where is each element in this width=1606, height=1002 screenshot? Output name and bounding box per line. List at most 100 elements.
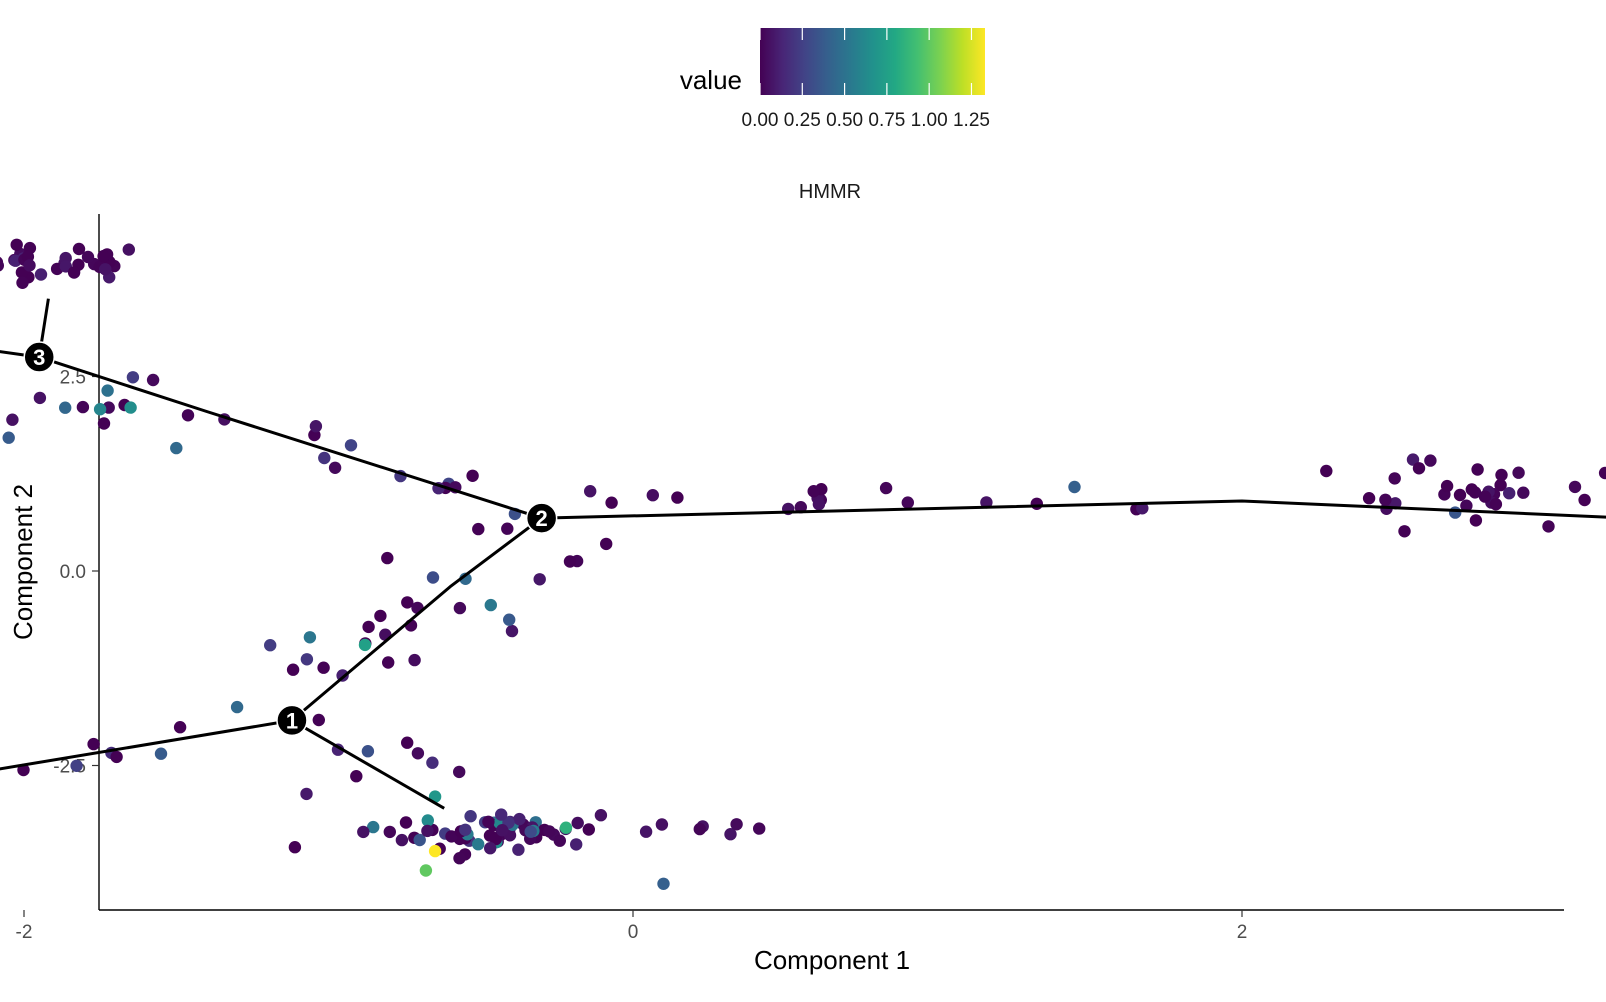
data-point — [72, 242, 86, 256]
legend-colorbar — [760, 28, 985, 95]
data-point — [466, 469, 479, 482]
branch-node-label: 2 — [536, 506, 548, 531]
data-point — [879, 481, 893, 495]
x-tick-label: 0 — [628, 922, 639, 943]
data-point — [70, 759, 83, 772]
data-point — [124, 401, 137, 414]
data-point — [300, 787, 313, 801]
data-point — [328, 461, 342, 474]
data-point — [513, 812, 526, 826]
branch-node-1: 1 — [276, 704, 308, 737]
data-point — [428, 844, 442, 858]
data-point — [154, 747, 168, 760]
legend-title: value — [680, 65, 742, 95]
data-point — [2, 431, 15, 444]
data-point — [1398, 525, 1411, 538]
data-point — [1460, 499, 1473, 512]
data-point — [126, 371, 140, 384]
data-point — [419, 864, 433, 877]
data-point — [76, 400, 90, 414]
trajectory-segment — [291, 516, 543, 722]
data-point — [1465, 483, 1479, 496]
data-point — [1406, 453, 1420, 466]
legend-tick-label: 0.25 — [784, 110, 821, 131]
data-point — [317, 661, 330, 674]
branch-node-marker — [23, 341, 55, 373]
data-point — [1495, 468, 1508, 482]
data-point — [383, 825, 396, 839]
data-point — [753, 822, 766, 835]
data-point — [170, 441, 183, 455]
legend: value 0.00 0.25 0.50 0.75 1.00 1.25 — [680, 28, 990, 131]
data-point — [445, 830, 458, 843]
data-point — [303, 631, 317, 644]
data-point — [87, 737, 100, 751]
data-point — [812, 498, 826, 511]
data-point — [524, 825, 537, 838]
branch-node-marker — [276, 704, 308, 737]
data-point — [472, 522, 485, 536]
x-ticks: -20246 — [16, 910, 1247, 943]
legend-tick-label: 1.00 — [911, 110, 948, 131]
data-point — [382, 656, 395, 669]
x-tick-label: -2 — [16, 922, 33, 943]
branch-node-3: 3 — [23, 341, 55, 373]
data-point — [543, 825, 556, 838]
data-point — [505, 624, 519, 638]
data-point — [1489, 498, 1503, 511]
data-point — [426, 756, 439, 769]
data-point — [58, 401, 72, 414]
data-point — [1068, 480, 1081, 494]
data-point — [33, 391, 47, 405]
data-point — [1453, 488, 1467, 502]
data-point — [146, 373, 160, 387]
data-point — [496, 824, 509, 837]
data-point — [1494, 478, 1507, 492]
data-point — [453, 601, 467, 615]
data-point — [1469, 514, 1483, 527]
y-tick-label: 2.5 — [60, 368, 86, 389]
data-point — [318, 451, 331, 465]
data-point — [401, 596, 414, 609]
legend-tick-label: 0.50 — [826, 110, 863, 131]
data-point — [1440, 479, 1454, 493]
data-point — [807, 485, 820, 498]
data-point — [230, 700, 244, 714]
data-point — [421, 814, 434, 827]
data-point — [361, 745, 375, 758]
data-point — [99, 263, 112, 276]
y-ticks: -2.50.02.5 — [53, 368, 99, 778]
data-point — [453, 852, 466, 865]
data-point — [1412, 462, 1426, 475]
data-point — [421, 824, 434, 838]
data-point — [413, 833, 426, 847]
data-point — [495, 808, 508, 821]
data-point — [472, 838, 485, 851]
data-point — [67, 266, 81, 279]
branch-node-marker — [525, 502, 558, 534]
data-point — [312, 713, 325, 727]
data-point — [286, 663, 300, 676]
data-point — [724, 828, 737, 841]
data-point — [1568, 480, 1582, 494]
data-point — [399, 816, 413, 829]
trajectory-segment — [291, 719, 445, 810]
data-point — [459, 823, 472, 836]
branch-node-label: 3 — [33, 345, 45, 370]
data-point — [559, 821, 573, 834]
data-point — [34, 268, 48, 281]
data-point — [582, 823, 595, 836]
data-point — [288, 841, 302, 854]
data-point — [23, 259, 36, 272]
data-point — [1136, 502, 1149, 515]
legend-tick-label: 0.00 — [742, 110, 779, 131]
data-point — [264, 639, 277, 652]
data-point — [464, 810, 477, 823]
legend-tick-label: 0.75 — [868, 110, 905, 131]
data-point — [381, 551, 394, 565]
data-point — [1030, 497, 1044, 510]
data-point — [1379, 493, 1392, 506]
data-point — [181, 409, 195, 422]
data-point — [300, 653, 314, 666]
